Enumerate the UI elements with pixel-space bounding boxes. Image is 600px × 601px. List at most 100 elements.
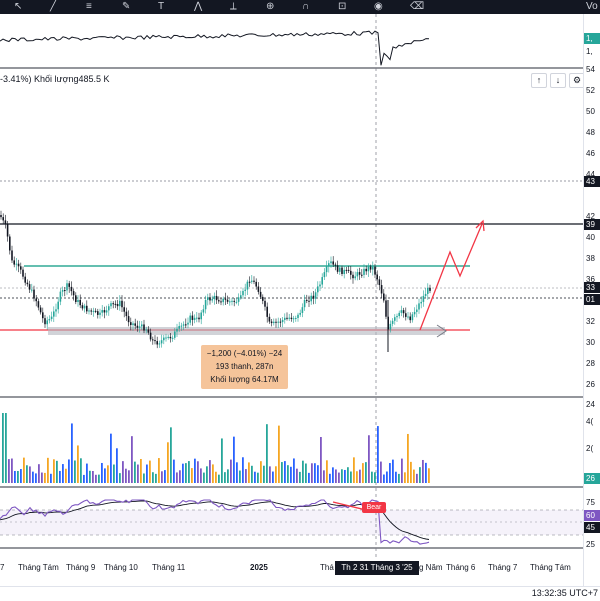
- volume-bar: [20, 469, 22, 483]
- candle-body: [424, 293, 427, 296]
- rsi-ma-tag: 45: [584, 522, 600, 533]
- rsi-scale-label: 75: [586, 498, 595, 507]
- candle-body: [407, 316, 409, 318]
- candle-body: [70, 286, 73, 292]
- candle-body: [127, 316, 130, 323]
- volume-bar: [56, 460, 58, 483]
- volume-bar: [344, 469, 346, 483]
- price-label: 28: [586, 359, 595, 368]
- brush-icon[interactable]: ✎: [122, 1, 131, 12]
- measure-box: [48, 327, 445, 335]
- candle-body: [0, 215, 2, 218]
- candle-body: [171, 337, 174, 339]
- time-label: Tháng 11: [152, 563, 186, 572]
- candle-body: [363, 268, 365, 275]
- fib-icon[interactable]: ≡: [86, 1, 92, 12]
- chart-canvas[interactable]: [0, 0, 583, 586]
- candle-body: [61, 290, 64, 292]
- candle-body: [110, 303, 112, 307]
- price-label: 40: [586, 233, 595, 242]
- cursor-icon[interactable]: ↖: [14, 1, 23, 12]
- eye-icon[interactable]: ◉: [374, 1, 383, 12]
- volume-bar: [293, 458, 295, 483]
- candle-body: [321, 277, 323, 285]
- candle-body: [328, 263, 330, 267]
- volume-bar: [164, 470, 166, 483]
- candle-body: [31, 289, 33, 291]
- lock-icon[interactable]: ⊡: [338, 1, 347, 12]
- crosshair-date-label: Th 2 31 Tháng 3 '25: [335, 561, 419, 575]
- volume-bar: [428, 468, 430, 483]
- candle-body: [160, 340, 163, 344]
- volume-tag: 26: [584, 473, 600, 484]
- candle-body: [134, 323, 136, 326]
- volume-bar: [143, 473, 145, 483]
- zoom-icon[interactable]: ⊕: [266, 1, 275, 12]
- volume-bar: [122, 461, 124, 483]
- price-scale[interactable]: 1, 1, 54 52 50 48 46 44 43 42 39 40 38 3…: [583, 14, 600, 586]
- candle-body: [174, 331, 176, 338]
- candle-body: [354, 276, 356, 279]
- volume-bar: [299, 471, 301, 483]
- projection-arrow-head: [475, 219, 485, 232]
- volume-bar: [17, 470, 19, 483]
- volume-bar: [158, 458, 160, 483]
- volume-bar: [113, 464, 115, 483]
- pattern-icon[interactable]: ⋀: [194, 1, 203, 12]
- candle-body: [376, 274, 378, 280]
- candle-body: [68, 283, 70, 287]
- candle-body: [136, 325, 139, 328]
- volume-bar: [104, 468, 106, 483]
- volume-bar: [305, 463, 307, 483]
- candle-body: [233, 300, 235, 302]
- candle-body: [310, 295, 312, 302]
- candle-body: [330, 261, 332, 264]
- clock[interactable]: 13:32:35 UTC+7: [531, 588, 598, 598]
- volume-bar: [338, 472, 340, 483]
- volume-bar: [83, 474, 85, 483]
- rsi-tag: 60: [584, 510, 600, 521]
- candle-body: [50, 316, 53, 320]
- volume-bar: [251, 465, 253, 483]
- price-label: 26: [586, 380, 595, 389]
- trash-icon[interactable]: ⌫: [410, 1, 425, 12]
- candle-body: [277, 321, 279, 323]
- volume-bar: [242, 457, 244, 483]
- candle-body: [75, 295, 77, 303]
- candle-body: [55, 309, 57, 312]
- volume-bar: [233, 436, 235, 483]
- magnet-icon[interactable]: ∩: [302, 1, 310, 12]
- candle-body: [240, 295, 242, 298]
- volume-bar: [119, 473, 121, 483]
- candle-body: [130, 322, 132, 326]
- candle-body: [218, 300, 220, 302]
- candle-body: [11, 250, 13, 261]
- move-down-button[interactable]: ↓: [550, 73, 566, 88]
- volume-bar: [206, 466, 208, 483]
- volume-bar: [62, 464, 64, 483]
- move-up-button[interactable]: ↑: [531, 73, 547, 88]
- candle-body: [336, 265, 339, 272]
- price-label: 30: [586, 338, 595, 347]
- candle-body: [64, 290, 66, 292]
- text-icon[interactable]: T: [158, 1, 165, 12]
- time-label: Tháng Tám: [530, 563, 571, 572]
- trendline-icon[interactable]: ╱: [50, 1, 57, 12]
- candle-body: [242, 290, 244, 296]
- candle-body: [17, 263, 20, 267]
- volume-bar: [407, 433, 409, 483]
- candle-body: [409, 316, 411, 321]
- volume-scale-label: 2(: [586, 444, 594, 453]
- candle-body: [105, 310, 108, 313]
- candle-body: [209, 297, 211, 301]
- ruler-icon[interactable]: ⟂: [230, 1, 237, 12]
- candle-body: [270, 321, 273, 324]
- volume-bar: [203, 472, 205, 483]
- tooltip-volume: Khối lượng 64.17M: [210, 375, 279, 384]
- candle-body: [332, 261, 334, 265]
- volume-bar: [350, 471, 352, 483]
- volume-bar: [38, 464, 40, 483]
- candle-body: [418, 303, 420, 310]
- rsi-scale-label: 25: [586, 540, 595, 549]
- candle-body: [22, 269, 24, 277]
